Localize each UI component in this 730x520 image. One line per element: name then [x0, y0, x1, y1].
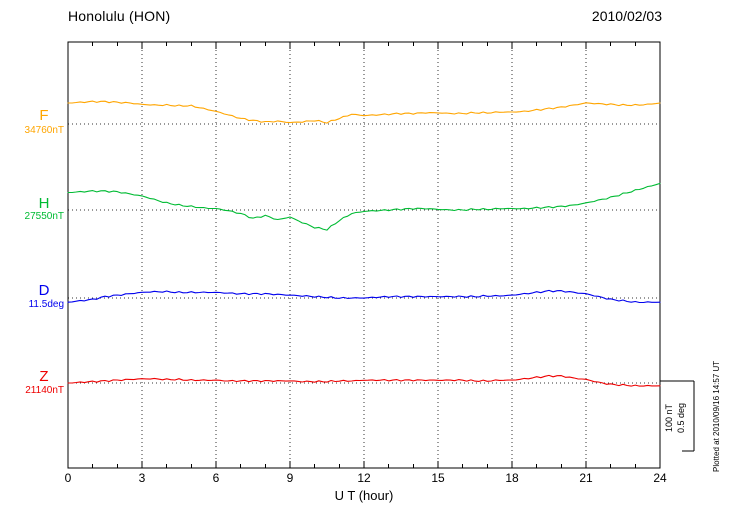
series-baseline-D: 11.5deg	[28, 299, 64, 310]
x-axis-title: U T (hour)	[334, 488, 394, 503]
scalebar-label-nt: 100 nT	[664, 403, 674, 433]
x-axis-tick-labels: 0 3 6 9 12 15 18 21 24	[0, 471, 730, 487]
x-tick-label: 3	[138, 471, 146, 485]
date-label: 2010/02/03	[591, 8, 662, 24]
x-tick-label: 6	[212, 471, 220, 485]
x-tick-label: 0	[64, 471, 72, 485]
series-baseline-H: 27550nT	[24, 211, 64, 222]
scalebar-label-deg: 0.5 deg	[676, 402, 686, 434]
x-tick-label: 24	[653, 471, 667, 485]
x-tick-label: 15	[431, 471, 445, 485]
plotted-at-note: Plotted at 2010/09/16 14:57 UT	[712, 360, 721, 472]
series-label-F: F	[39, 107, 49, 124]
x-tick-label: 21	[579, 471, 593, 485]
series-label-D: D	[38, 282, 50, 299]
series-baseline-Z: 21140nT	[25, 385, 64, 396]
x-tick-label: 12	[357, 471, 371, 485]
x-tick-label: 9	[286, 471, 294, 485]
series-baseline-F: 34760nT	[24, 125, 64, 136]
station-title: Honolulu (HON)	[68, 8, 171, 24]
x-tick-label: 18	[505, 471, 519, 485]
series-label-Z: Z	[39, 368, 49, 385]
series-label-H: H	[38, 195, 50, 212]
